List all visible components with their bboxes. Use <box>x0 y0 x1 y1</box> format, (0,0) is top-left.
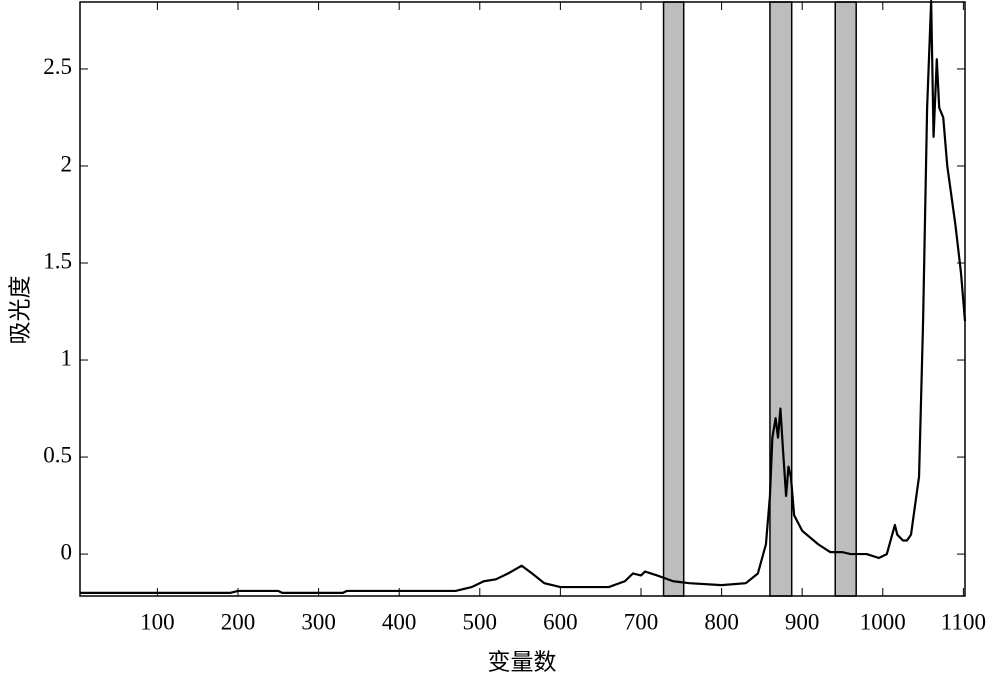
band <box>834 1 857 597</box>
y-tick-label: 2 <box>61 151 73 176</box>
x-tick-label: 300 <box>301 609 336 634</box>
x-tick-label: 600 <box>543 609 578 634</box>
x-tick-label: 1100 <box>941 609 986 634</box>
plot-frame <box>79 1 966 597</box>
y-tick-label: 0.5 <box>43 442 72 467</box>
x-tick-label: 500 <box>463 609 498 634</box>
x-tick-label: 1000 <box>860 609 906 634</box>
x-tick-label: 100 <box>140 609 175 634</box>
band <box>769 1 793 597</box>
y-tick-label: 0 <box>61 539 73 564</box>
x-tick-label: 200 <box>221 609 256 634</box>
band <box>662 1 685 597</box>
x-tick-label: 800 <box>704 609 739 634</box>
x-axis-label: 变量数 <box>488 649 557 674</box>
x-tick-label: 900 <box>785 609 820 634</box>
x-tick-label: 400 <box>382 609 417 634</box>
data-line <box>80 0 967 594</box>
x-tick-label: 700 <box>624 609 659 634</box>
y-tick-label: 2.5 <box>43 54 72 79</box>
y-axis-label: 吸光度 <box>7 276 32 345</box>
y-tick-label: 1 <box>61 345 73 370</box>
y-tick-label: 1.5 <box>43 248 72 273</box>
